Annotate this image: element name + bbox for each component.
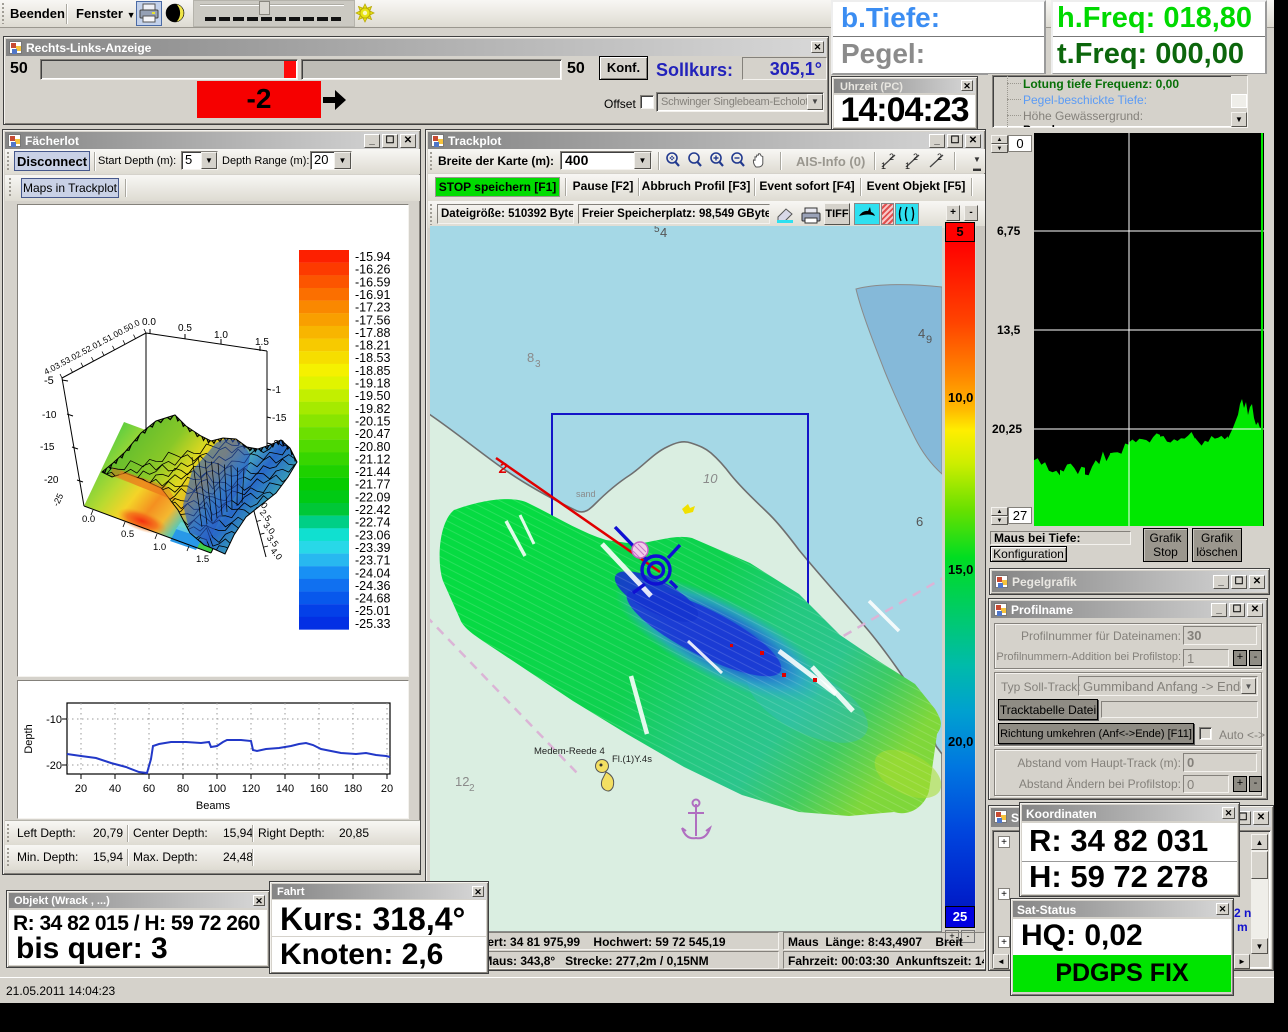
svg-text:-21.77: -21.77	[355, 478, 390, 492]
svg-text:4.0: 4.0	[268, 546, 284, 562]
svg-text:60: 60	[143, 783, 155, 795]
svg-text:8: 8	[527, 350, 534, 365]
svg-text:2: 2	[469, 783, 475, 794]
svg-text:120: 120	[242, 783, 260, 795]
svg-text:-16.91: -16.91	[355, 288, 390, 302]
svg-text:10: 10	[703, 471, 718, 486]
svg-text:-25.01: -25.01	[355, 604, 390, 618]
svg-text:20: 20	[381, 783, 393, 795]
svg-text:-23.71: -23.71	[355, 554, 390, 568]
svg-text:Fl.(1)Y.4s: Fl.(1)Y.4s	[612, 754, 652, 765]
svg-text:-15: -15	[272, 413, 287, 424]
svg-text:-25.33: -25.33	[355, 617, 390, 631]
svg-text:6: 6	[916, 514, 923, 529]
svg-text:140: 140	[276, 783, 294, 795]
svg-text:-10: -10	[42, 410, 57, 421]
svg-text:1.0: 1.0	[214, 330, 228, 341]
svg-text:-20: -20	[46, 760, 62, 772]
svg-text:-21.44: -21.44	[355, 465, 390, 479]
svg-text:80: 80	[177, 783, 189, 795]
svg-text:-19.18: -19.18	[355, 377, 390, 391]
svg-text:-23.06: -23.06	[355, 528, 390, 542]
svg-text:2.5: 2.5	[258, 507, 274, 523]
svg-text:-22.42: -22.42	[355, 503, 390, 517]
svg-text:160: 160	[310, 783, 328, 795]
svg-text:-25: -25	[51, 492, 66, 508]
svg-text:2: 2	[937, 152, 942, 162]
svg-text:-17.56: -17.56	[355, 313, 390, 327]
svg-text:sand: sand	[576, 489, 596, 499]
svg-text:-15: -15	[40, 442, 55, 453]
svg-text:-18.53: -18.53	[355, 351, 390, 365]
svg-text:1.0: 1.0	[153, 542, 166, 553]
svg-text:-20.80: -20.80	[355, 440, 390, 454]
svg-text:-20.15: -20.15	[355, 414, 390, 428]
svg-text:1.5: 1.5	[196, 554, 209, 565]
svg-text:-19.50: -19.50	[355, 389, 390, 403]
svg-text:4: 4	[660, 226, 667, 240]
svg-text:2: 2	[889, 152, 894, 162]
svg-text:0.5: 0.5	[121, 529, 134, 540]
svg-text:-19.82: -19.82	[355, 402, 390, 416]
svg-text:3.5: 3.5	[265, 533, 281, 549]
svg-text:-20: -20	[44, 475, 59, 486]
svg-text:-16.59: -16.59	[355, 275, 390, 289]
svg-text:2: 2	[913, 152, 918, 162]
svg-text:12: 12	[455, 774, 469, 789]
svg-text:3: 3	[535, 359, 541, 370]
svg-text:180: 180	[344, 783, 362, 795]
svg-text:-17.23: -17.23	[355, 301, 390, 315]
svg-text:100: 100	[208, 783, 226, 795]
svg-text:-16.26: -16.26	[355, 263, 390, 277]
svg-text:-17.88: -17.88	[355, 326, 390, 340]
svg-text:20: 20	[75, 783, 87, 795]
svg-text:-24.68: -24.68	[355, 592, 390, 606]
svg-text:Depth: Depth	[23, 724, 35, 753]
svg-text:4: 4	[918, 326, 925, 341]
svg-text:1.5: 1.5	[255, 337, 269, 348]
svg-text:9: 9	[926, 334, 932, 346]
svg-text:1: 1	[905, 161, 910, 171]
svg-text:-5: -5	[44, 375, 54, 387]
svg-text:-10: -10	[46, 714, 62, 726]
svg-text:-1: -1	[272, 385, 281, 396]
svg-text:2: 2	[498, 460, 508, 477]
svg-text:5: 5	[654, 226, 660, 235]
svg-text:-21.12: -21.12	[355, 452, 390, 466]
svg-text:-24.36: -24.36	[355, 579, 390, 593]
svg-text:-22.09: -22.09	[355, 490, 390, 504]
svg-text:-20.47: -20.47	[355, 427, 390, 441]
svg-text:Medem-Reede 4: Medem-Reede 4	[534, 746, 605, 757]
svg-text:3.0: 3.0	[261, 520, 277, 536]
svg-text:0.5: 0.5	[178, 323, 192, 334]
svg-text:Beams: Beams	[196, 800, 231, 812]
svg-text:-22.74: -22.74	[355, 516, 390, 530]
svg-text:-15.94: -15.94	[355, 250, 390, 264]
svg-text:0.0: 0.0	[82, 514, 95, 525]
svg-text:-18.85: -18.85	[355, 364, 390, 378]
svg-text:1: 1	[881, 161, 886, 171]
svg-text:-23.39: -23.39	[355, 541, 390, 555]
svg-text:-24.04: -24.04	[355, 566, 390, 580]
svg-text:-18.21: -18.21	[355, 339, 390, 353]
svg-text:0.0: 0.0	[142, 317, 156, 328]
svg-text:40: 40	[109, 783, 121, 795]
